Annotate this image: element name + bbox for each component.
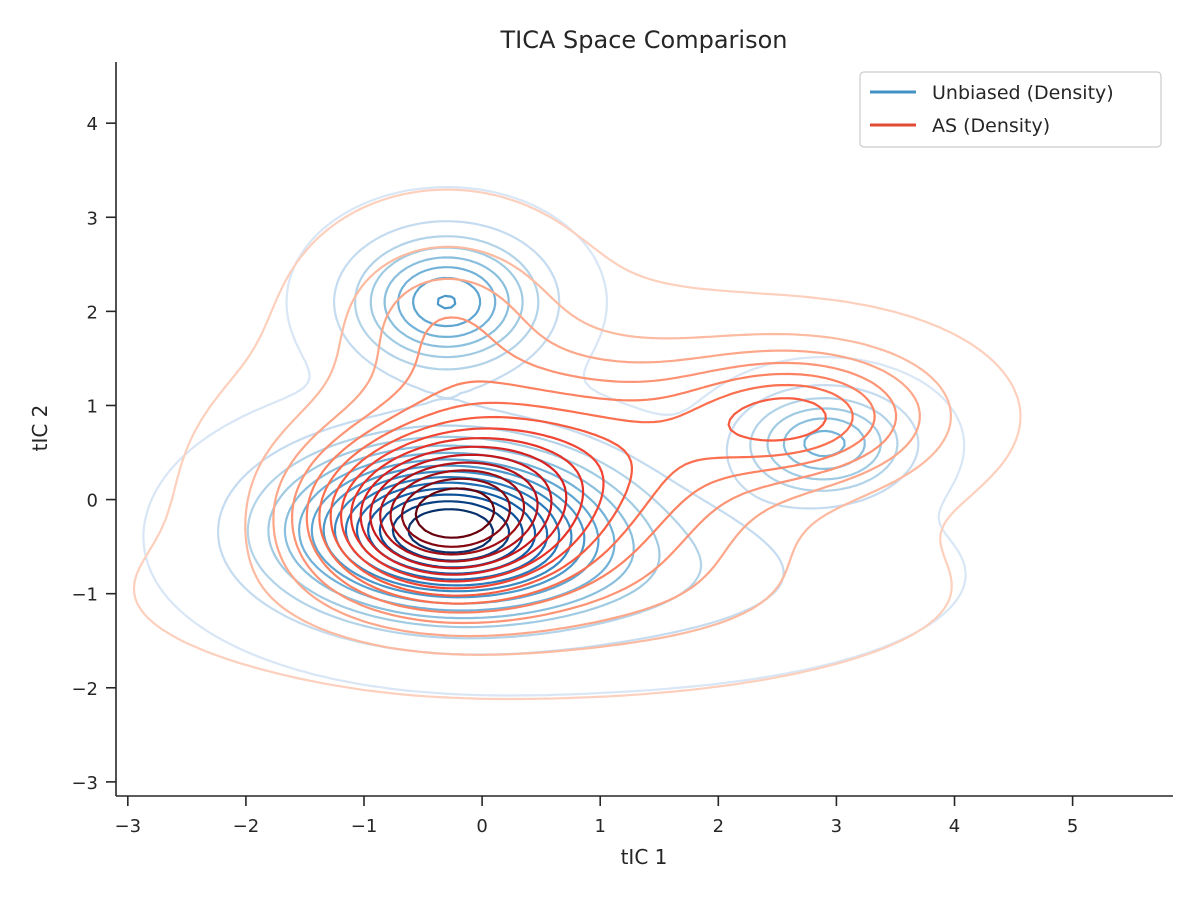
y-tick-label: −1 [71, 585, 98, 606]
x-tick-label: 0 [476, 816, 487, 837]
contour-level [389, 469, 526, 556]
x-tick-label: 4 [949, 816, 960, 837]
x-axis-label: tIC 1 [621, 845, 668, 869]
x-tick-label: 3 [831, 816, 842, 837]
x-tick-label: −2 [233, 816, 260, 837]
legend-frame [859, 71, 1162, 148]
contour-level [267, 246, 882, 629]
contour-level [283, 256, 866, 620]
x-axis-ticks: −3 −2 −1 0 1 2 3 4 5 [115, 796, 1078, 837]
contour-level [400, 477, 512, 548]
contour-level [318, 383, 854, 605]
axes [115, 62, 1173, 797]
y-axis-label: tIC 2 [28, 405, 52, 452]
legend: Unbiased (Density) AS (Density) [859, 71, 1162, 148]
contour-level [350, 437, 585, 583]
chart-title: TICA Space Comparison [499, 26, 787, 54]
y-tick-label: 4 [87, 114, 98, 135]
y-tick-label: −2 [71, 679, 98, 700]
as-density-contours [132, 188, 1022, 701]
x-tick-label: 2 [713, 816, 724, 837]
x-tick-label: −1 [351, 816, 378, 837]
contour-level [246, 235, 899, 640]
contour-level [132, 188, 1022, 701]
unbiased-density-contours [142, 186, 967, 697]
legend-label-unbiased: Unbiased (Density) [932, 82, 1114, 104]
legend-label-as: AS (Density) [932, 115, 1050, 137]
y-tick-label: 2 [87, 302, 98, 323]
x-tick-label: 5 [1067, 816, 1078, 837]
contour-level [244, 245, 952, 656]
contour-level [359, 445, 568, 576]
y-tick-label: 1 [87, 396, 98, 417]
contour-level [291, 316, 898, 625]
x-tick-label: 1 [594, 816, 605, 837]
y-tick-label: 0 [87, 491, 98, 512]
y-axis-ticks: −3 −2 −1 0 1 2 3 4 [71, 114, 116, 794]
contour-level [369, 453, 553, 570]
contour-level [340, 427, 605, 590]
contour-level [298, 266, 846, 612]
contour-level [305, 372, 876, 614]
x-tick-label: −3 [115, 816, 142, 837]
y-tick-label: 3 [87, 208, 98, 229]
contour-level [379, 461, 539, 563]
y-tick-label: −3 [71, 773, 98, 794]
contour-layer [132, 186, 1022, 701]
contour-level [217, 220, 920, 656]
contour-level [272, 277, 921, 638]
contour-level [142, 186, 967, 697]
contour-level [414, 487, 496, 539]
contour-level [329, 397, 827, 597]
